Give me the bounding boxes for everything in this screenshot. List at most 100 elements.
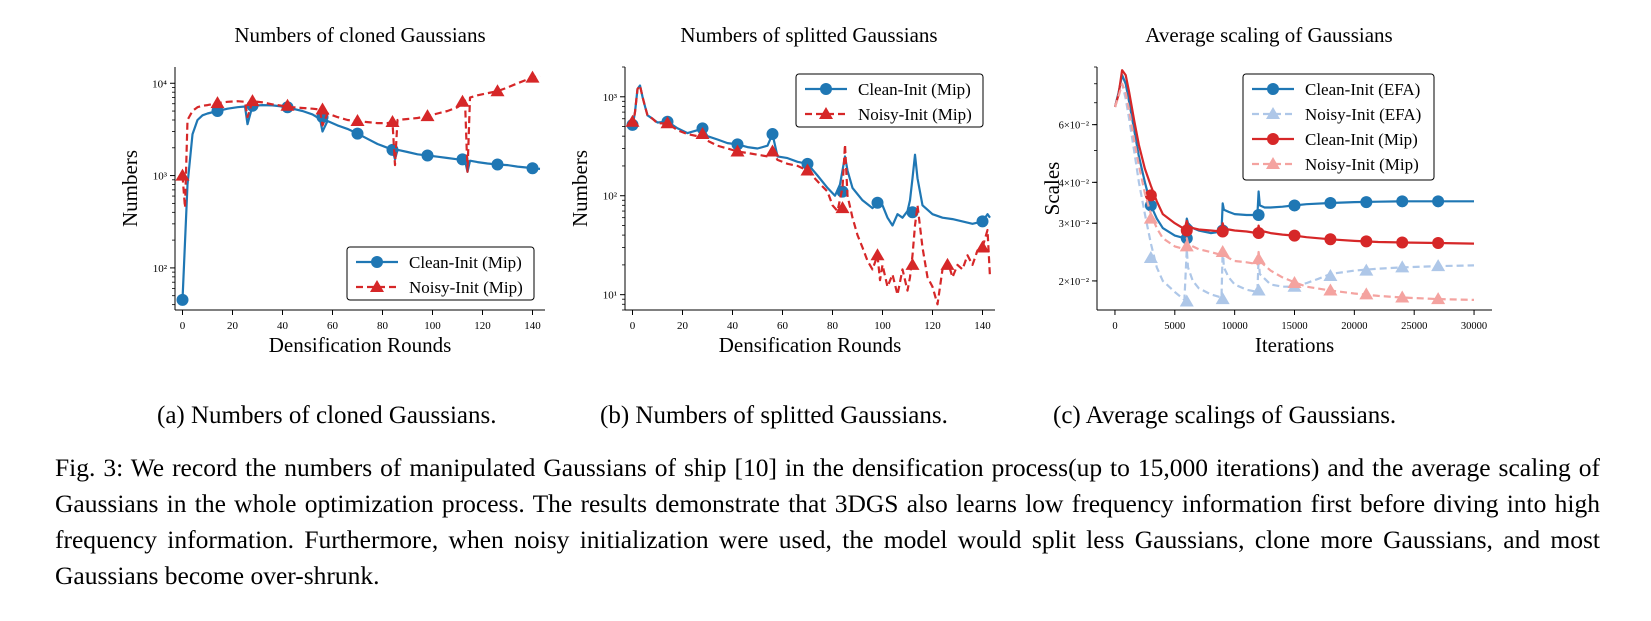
- x-tick-label: 0: [630, 320, 636, 332]
- data-point-clean-init-mip: [1180, 224, 1193, 237]
- data-point-noisy-init-mip: [1359, 287, 1374, 300]
- series-line-noisy-init-mip: [631, 84, 992, 306]
- chart-title: Average scaling of Gaussians: [1145, 23, 1392, 47]
- data-point-clean-init-mip: [421, 149, 434, 162]
- data-point-clean-init-mip: [1144, 189, 1157, 202]
- data-point-noisy-init-mip: [490, 84, 505, 97]
- chart-cloned-gaussians: Numbers of cloned Gaussians 10² 10³ 10⁴ 0 20 4…: [118, 23, 545, 357]
- y-tick-label: 3×10⁻²: [1059, 219, 1089, 230]
- data-point-noisy-init-mip: [1287, 276, 1302, 289]
- data-point-noisy-init-mip: [800, 163, 815, 176]
- subcaption-c: (c) Average scalings of Gaussians.: [1053, 402, 1397, 429]
- x-tick-label: 120: [474, 320, 491, 332]
- data-point-noisy-init-efa: [1251, 283, 1266, 296]
- x-tick-label: 40: [277, 320, 289, 332]
- chart-average-scaling: Average scaling of Gaussians 2×10⁻² 3×10⁻²…: [1040, 23, 1492, 357]
- legend: Clean-Init (EFA) Noisy-Init (EFA) Clean-In…: [1242, 73, 1435, 181]
- x-tick-label: 60: [777, 320, 789, 332]
- legend-marker-noisy-init-mip: [370, 280, 384, 292]
- x-axis-label: Densification Rounds: [719, 333, 902, 357]
- x-tick-label: 100: [424, 320, 441, 332]
- data-point-noisy-init-mip: [730, 144, 745, 157]
- data-point-clean-init-mip: [351, 127, 364, 140]
- data-point-clean-init-mip: [1324, 233, 1337, 246]
- data-point-noisy-init-mip: [1431, 292, 1446, 305]
- legend-label: Noisy-Init (EFA): [1305, 105, 1421, 124]
- legend-label: Noisy-Init (Mip): [409, 278, 523, 297]
- series-line-noisy-init-mip: [181, 74, 541, 209]
- y-tick-label: 10⁴: [152, 78, 167, 90]
- data-point-noisy-init-mip: [315, 102, 330, 115]
- y-axis-label: Scales: [1040, 162, 1064, 216]
- x-tick-label: 80: [827, 320, 839, 332]
- data-point-noisy-init-mip: [455, 94, 470, 107]
- x-tick-label: 140: [974, 320, 991, 332]
- data-point-noisy-init-mip: [1323, 283, 1338, 296]
- data-point-noisy-init-mip: [695, 127, 710, 140]
- x-tick-label: 25000: [1401, 321, 1427, 332]
- data-point-clean-init-mip: [1288, 229, 1301, 242]
- data-point-noisy-init-mip: [350, 114, 365, 127]
- data-point-clean-init-mip: [766, 128, 779, 141]
- data-point-clean-init-efa: [1288, 199, 1301, 212]
- data-point-clean-init-mip: [731, 138, 744, 151]
- x-tick-label: 120: [924, 320, 941, 332]
- data-point-clean-init-mip: [976, 215, 989, 228]
- subcaption-b: (b) Numbers of splitted Gaussians.: [600, 402, 948, 429]
- data-point-noisy-init-mip: [210, 96, 225, 109]
- x-tick-label: 30000: [1461, 321, 1487, 332]
- y-tick-label: 10²: [153, 263, 168, 275]
- x-tick-label: 140: [524, 320, 541, 332]
- x-tick-label: 40: [727, 320, 739, 332]
- data-point-noisy-init-mip: [525, 70, 540, 83]
- data-point-noisy-init-mip: [765, 144, 780, 157]
- legend-marker-clean-init-mip: [371, 256, 383, 268]
- data-point-noisy-init-efa: [1359, 263, 1374, 276]
- data-point-clean-init-efa: [1432, 195, 1445, 208]
- data-point-noisy-init-efa: [1431, 259, 1446, 272]
- x-tick-label: 20: [677, 320, 689, 332]
- x-tick-label: 0: [1112, 321, 1117, 332]
- legend-marker-clean-init-mip: [820, 83, 832, 95]
- data-point-clean-init-mip: [1360, 235, 1373, 248]
- data-point-clean-init-mip: [1216, 225, 1229, 238]
- data-point-noisy-init-mip: [1215, 245, 1230, 258]
- subcaption-a: (a) Numbers of cloned Gaussians.: [157, 402, 497, 429]
- data-point-noisy-init-mip: [385, 115, 400, 128]
- x-tick-label: 0: [180, 320, 186, 332]
- data-point-noisy-init-mip: [975, 240, 990, 253]
- legend-label: Clean-Init (EFA): [1305, 80, 1420, 99]
- y-tick-label: 6×10⁻²: [1059, 121, 1089, 132]
- x-tick-label: 5000: [1164, 321, 1185, 332]
- data-point-clean-init-mip: [526, 162, 539, 175]
- data-point-noisy-init-mip: [420, 109, 435, 122]
- chart-title: Numbers of splitted Gaussians: [680, 23, 937, 47]
- data-point-clean-init-efa: [1252, 208, 1265, 221]
- legend-label: Noisy-Init (Mip): [1305, 155, 1419, 174]
- x-tick-label: 60: [327, 320, 339, 332]
- data-point-noisy-init-efa: [1143, 250, 1158, 263]
- data-point-clean-init-mip: [456, 153, 469, 166]
- data-point-clean-init-mip: [1432, 237, 1445, 250]
- data-point-clean-init-efa: [1324, 196, 1337, 209]
- legend-marker-noisy-init-mip: [1266, 157, 1280, 169]
- x-tick-label: 100: [874, 320, 891, 332]
- data-point-noisy-init-mip: [835, 201, 850, 214]
- series-line-noisy-init-efa: [1113, 82, 1475, 301]
- y-tick-label: 2×10⁻²: [1059, 277, 1089, 288]
- data-point-noisy-init-mip: [870, 248, 885, 261]
- legend: Clean-Init (Mip) Noisy-Init (Mip): [346, 246, 535, 301]
- x-tick-label: 10000: [1222, 321, 1248, 332]
- legend-label: Clean-Init (Mip): [1305, 130, 1418, 149]
- x-tick-label: 20: [227, 320, 239, 332]
- data-point-noisy-init-mip: [660, 116, 675, 129]
- y-tick-label: 4×10⁻²: [1059, 178, 1089, 189]
- data-point-noisy-init-mip: [1143, 211, 1158, 224]
- x-tick-label: 80: [377, 320, 389, 332]
- legend-box: [1242, 73, 1435, 181]
- y-axis-label: Numbers: [568, 150, 592, 227]
- data-point-noisy-init-mip: [175, 168, 190, 181]
- legend-marker-clean-init-efa: [1267, 83, 1279, 95]
- legend-marker-clean-init-mip: [1267, 133, 1279, 145]
